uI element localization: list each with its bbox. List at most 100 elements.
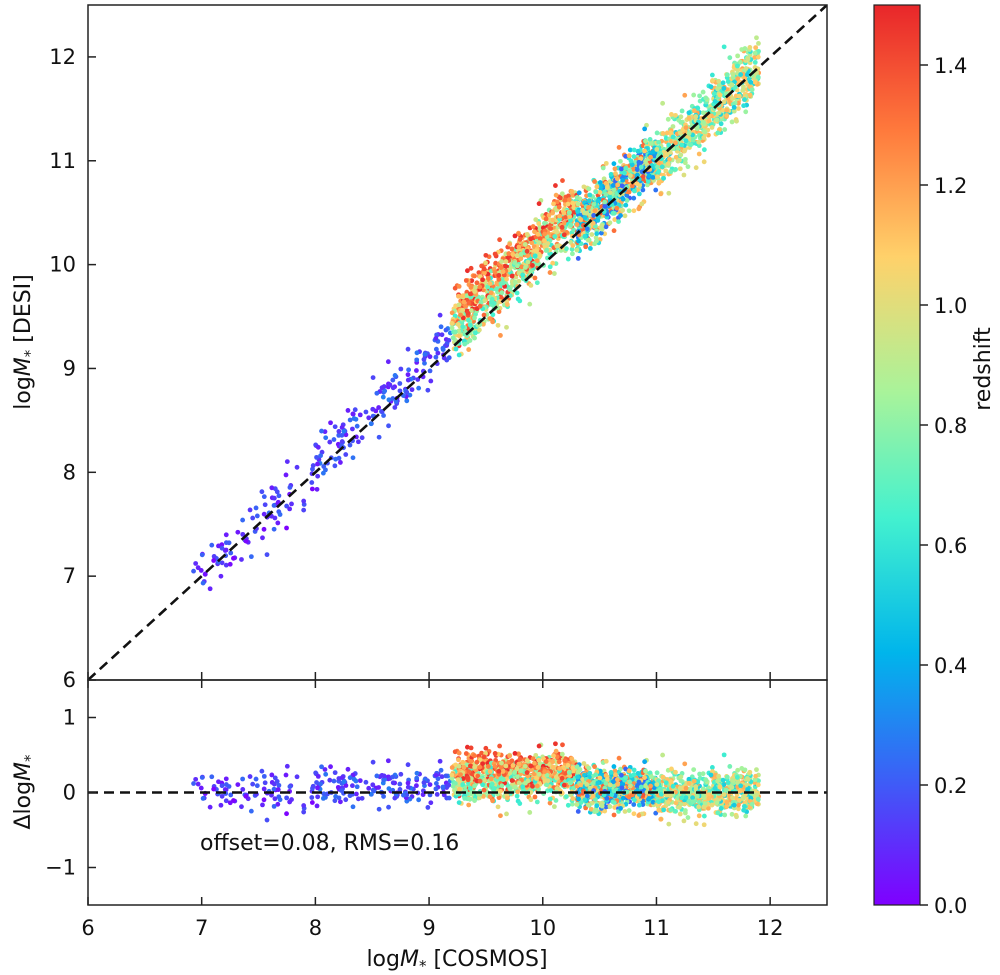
residual-point <box>528 763 534 769</box>
scatter-point <box>679 108 685 114</box>
scatter-point <box>697 93 702 99</box>
scatter-point <box>659 164 665 170</box>
residual-point <box>460 782 466 787</box>
scatter-point <box>310 463 316 468</box>
residual-point <box>584 793 590 799</box>
scatter-point <box>667 149 673 155</box>
residual-point <box>347 793 353 799</box>
scatter-point <box>679 142 685 148</box>
scatter-point <box>481 312 487 318</box>
scatter-point <box>626 153 632 159</box>
residual-point <box>742 767 748 773</box>
scatter-point <box>528 236 534 242</box>
residual-point <box>561 782 567 788</box>
residual-point <box>456 757 461 763</box>
scatter-point <box>653 187 659 193</box>
residual-point <box>648 774 654 780</box>
scatter-point <box>472 315 477 321</box>
residual-point <box>498 788 503 794</box>
residual-point <box>274 778 280 784</box>
scatter-point <box>446 355 452 361</box>
scatter-point <box>747 45 753 50</box>
scatter-point <box>682 92 688 98</box>
residual-point <box>568 780 574 785</box>
scatter-point <box>433 354 439 360</box>
scatter-point <box>294 464 300 470</box>
residual-point <box>677 811 683 817</box>
scatter-point <box>620 177 626 183</box>
residual-point <box>587 770 593 776</box>
scatter-point <box>587 246 593 251</box>
residual-point <box>223 776 229 782</box>
residual-point <box>696 813 702 819</box>
scatter-point <box>284 503 290 509</box>
residual-point <box>715 810 721 816</box>
scatter-point <box>594 238 599 244</box>
residual-point <box>622 809 628 814</box>
residual-point <box>570 765 576 771</box>
residual-point <box>723 787 729 793</box>
residual-point <box>366 785 372 791</box>
scatter-point <box>512 260 517 265</box>
residual-point <box>564 794 569 799</box>
scatter-point <box>665 161 671 166</box>
residual-point <box>433 786 439 792</box>
scatter-point <box>209 542 215 548</box>
residual-point <box>691 767 697 772</box>
residual-point <box>729 811 735 817</box>
scatter-point <box>404 389 410 395</box>
scatter-point <box>666 142 672 148</box>
scatter-point <box>582 233 588 239</box>
scatter-point <box>376 434 382 440</box>
residual-point <box>574 764 580 770</box>
residual-point <box>397 781 403 787</box>
residual-point <box>211 786 217 792</box>
scatter-point <box>752 59 758 65</box>
residual-point <box>479 750 485 756</box>
scatter-point <box>656 139 662 145</box>
residual-point <box>678 774 684 780</box>
scatter-point <box>737 59 743 65</box>
scatter-point <box>670 134 676 140</box>
scatter-point <box>564 246 569 252</box>
scatter-point <box>449 320 455 326</box>
residual-point <box>449 765 455 770</box>
residual-point <box>556 759 562 765</box>
residual-point <box>543 759 549 765</box>
residual-point <box>467 763 473 769</box>
scatter-point <box>575 201 581 207</box>
scatter-point <box>397 381 403 386</box>
scatter-point <box>602 199 608 205</box>
residual-point <box>620 795 626 801</box>
scatter-point <box>347 417 353 423</box>
scatter-point <box>483 260 488 266</box>
residual-point <box>603 758 609 764</box>
residual-point <box>567 770 572 776</box>
scatter-point <box>341 428 347 434</box>
residual-point <box>742 803 747 809</box>
scatter-point <box>709 125 715 130</box>
residual-point <box>524 757 530 763</box>
scatter-point <box>223 540 229 546</box>
residual-point <box>467 786 473 791</box>
residual-point <box>712 785 718 791</box>
residual-point <box>314 780 319 785</box>
residual-point <box>476 795 482 801</box>
residual-point <box>602 808 608 814</box>
scatter-point <box>622 213 628 219</box>
scatter-point <box>474 280 480 286</box>
scatter-point <box>721 85 727 91</box>
residual-point <box>603 781 609 786</box>
residual-point <box>582 797 588 803</box>
scatter-point <box>260 535 265 541</box>
residual-point <box>690 799 696 805</box>
scatter-point <box>683 138 689 144</box>
residual-point <box>512 751 518 756</box>
scatter-point <box>382 388 388 394</box>
scatter-point <box>421 357 427 362</box>
residual-point <box>247 774 253 779</box>
residual-point <box>449 772 455 778</box>
scatter-point <box>465 310 471 316</box>
scatter-point <box>670 124 676 129</box>
scatter-point <box>528 282 534 288</box>
